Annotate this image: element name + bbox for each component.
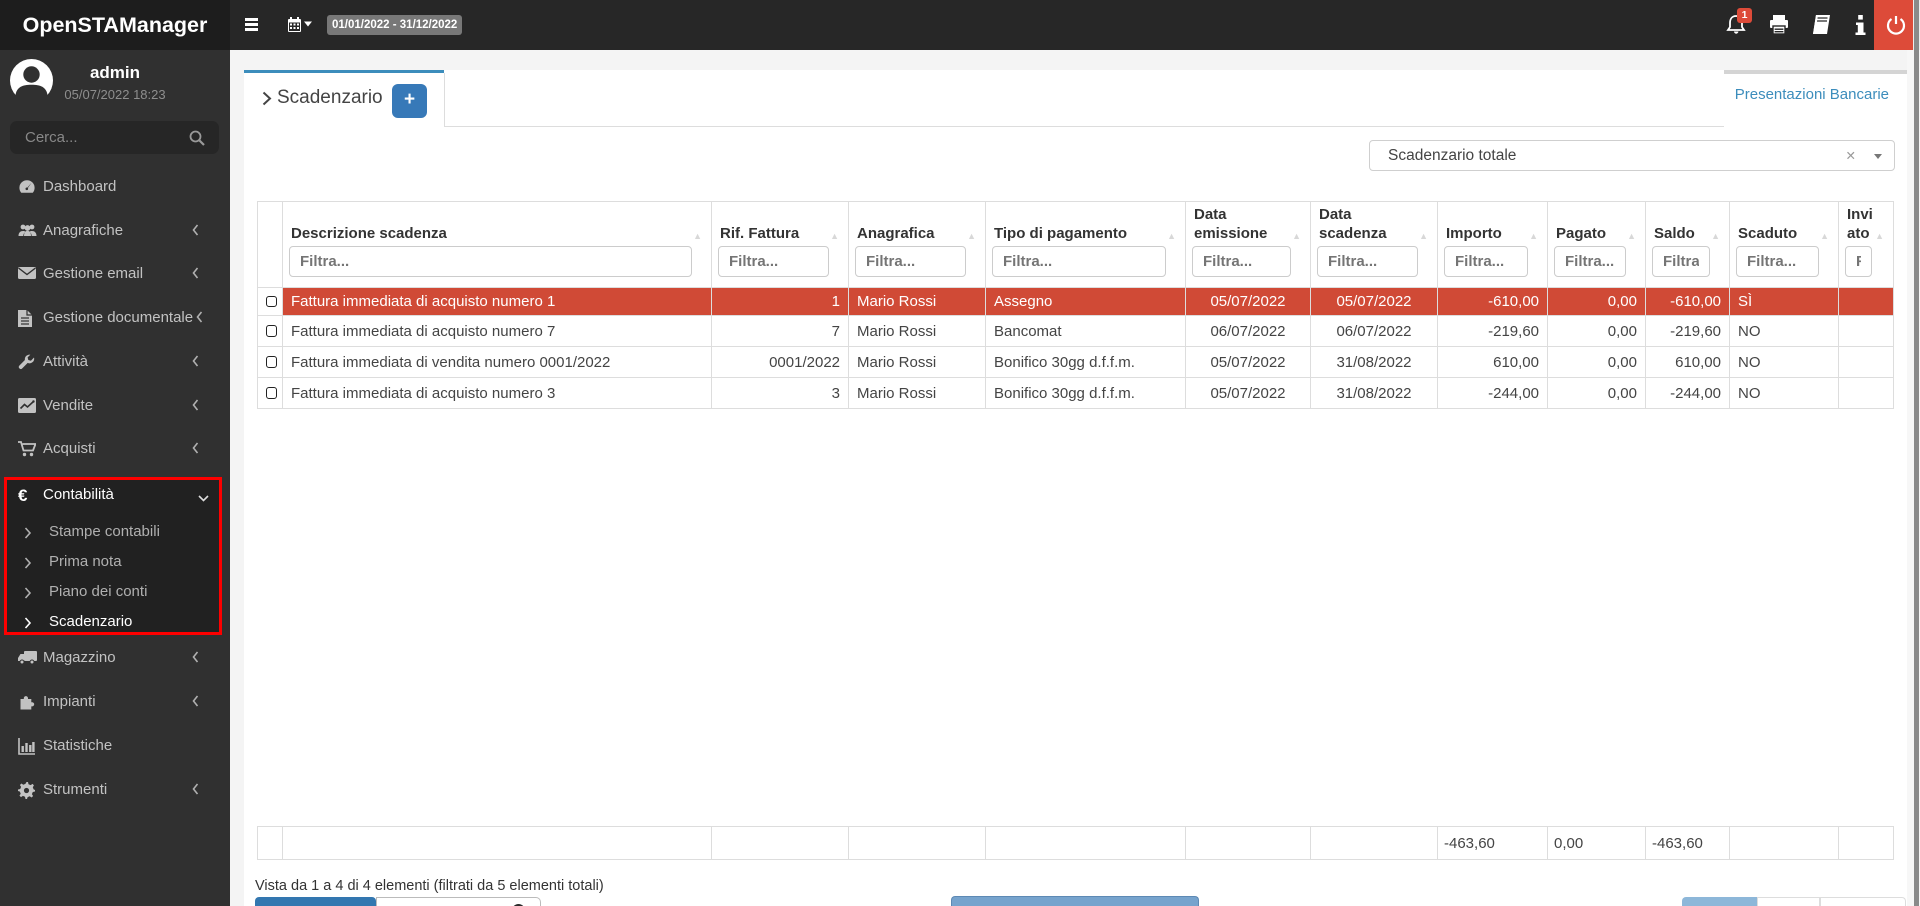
svg-text:€: € xyxy=(18,487,28,504)
